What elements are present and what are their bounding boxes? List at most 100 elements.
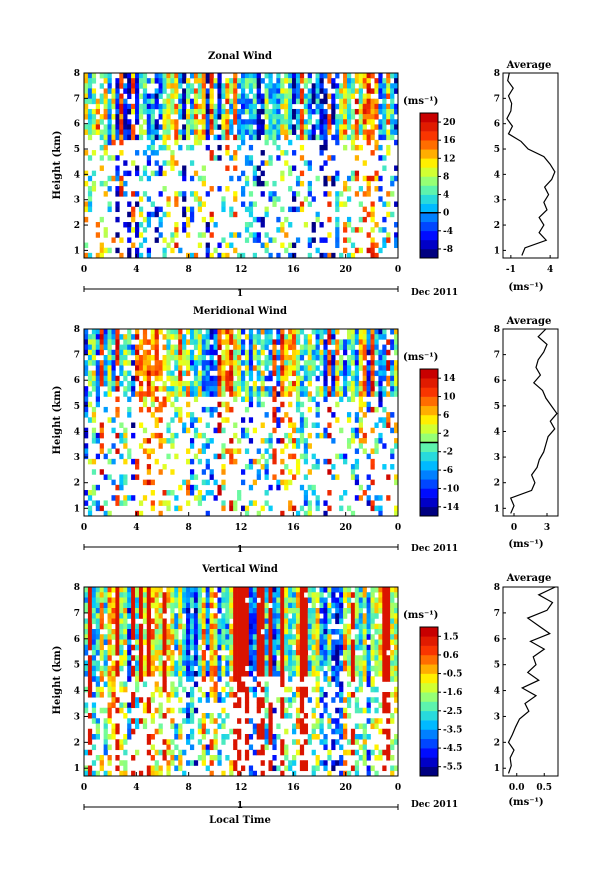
heatmap-cell <box>127 650 132 656</box>
heatmap-cell <box>307 623 312 630</box>
heatmap-cell <box>366 608 371 614</box>
heatmap-cell <box>142 660 148 667</box>
heatmap-cell <box>135 587 140 593</box>
heatmap-cell <box>107 370 112 377</box>
heatmap-cell <box>370 665 375 672</box>
heatmap-cell <box>127 412 132 418</box>
heatmap-cell <box>201 406 206 413</box>
heatmap-cell <box>382 134 387 141</box>
heatmap-cell <box>256 618 261 625</box>
heatmap-cell <box>162 211 167 218</box>
heatmap-cell <box>225 608 230 614</box>
heatmap-cell <box>311 749 316 756</box>
heatmap-cell <box>343 365 348 371</box>
heatmap-cell <box>197 634 203 640</box>
heatmap-cell <box>84 334 89 340</box>
heatmap-cell <box>299 427 305 434</box>
heatmap-cell <box>99 129 104 135</box>
heatmap-cell <box>256 237 261 243</box>
heatmap-cell <box>241 655 246 661</box>
heatmap-cell <box>119 650 124 656</box>
heatmap-cell <box>87 597 93 604</box>
heatmap-cell <box>197 490 203 496</box>
heatmap-cell <box>123 608 128 614</box>
colorbar-tick-label: 12 <box>443 154 456 164</box>
heatmap-cell <box>99 427 104 434</box>
heatmap-cell <box>390 391 395 397</box>
heatmap-cell <box>350 765 356 772</box>
heatmap-cell <box>272 734 277 740</box>
heatmap-cell <box>217 639 222 646</box>
heatmap-cell <box>107 702 112 709</box>
heatmap-cell <box>103 592 108 598</box>
heatmap-cell <box>358 484 363 491</box>
profile-y-tick-label: 7 <box>494 351 500 361</box>
colorbar-tick-label: 0 <box>443 209 449 219</box>
heatmap-cell <box>209 665 214 672</box>
heatmap-cell <box>237 749 242 756</box>
heatmap-cell <box>378 83 383 89</box>
heatmap-cell <box>115 339 120 345</box>
heatmap-cell <box>119 744 124 751</box>
heatmap-cell <box>189 490 195 496</box>
heatmap-cell <box>335 329 340 335</box>
heatmap-cell <box>394 650 399 656</box>
heatmap-cell <box>323 329 328 335</box>
heatmap-cell <box>138 211 144 218</box>
profile-y-tick-label: 3 <box>494 453 500 463</box>
heatmap-cell <box>189 718 195 724</box>
heatmap-cell <box>115 396 120 403</box>
heatmap-cell <box>394 629 399 635</box>
heatmap-cell <box>350 655 356 661</box>
heatmap-cell <box>331 386 336 392</box>
heatmap-cell <box>107 474 112 480</box>
heatmap-cell <box>142 639 148 646</box>
heatmap-cell <box>244 391 250 397</box>
heatmap-cell <box>201 665 206 672</box>
heatmap-cell <box>358 349 363 356</box>
heatmap-cell <box>292 78 297 84</box>
colorbar-segment <box>420 682 438 693</box>
heatmap-cell <box>394 592 399 598</box>
heatmap-cell <box>84 665 89 672</box>
heatmap-cell <box>288 401 293 408</box>
heatmap-cell <box>142 401 148 408</box>
heatmap-cell <box>354 644 360 651</box>
heatmap-cell <box>91 417 97 423</box>
heatmap-cell <box>186 206 191 213</box>
heatmap-cell <box>233 211 238 218</box>
heatmap-cell <box>197 354 203 361</box>
heatmap-cell <box>209 186 214 192</box>
heatmap-cell <box>339 760 344 766</box>
heatmap-cell <box>174 396 179 403</box>
heatmap-cell <box>166 73 171 79</box>
heatmap-cell <box>166 707 171 714</box>
heatmap-cell <box>154 406 159 413</box>
heatmap-cell <box>221 500 226 506</box>
heatmap-cell <box>256 175 261 182</box>
heatmap-cell <box>260 391 265 397</box>
heatmap-cell <box>350 354 356 361</box>
heatmap-cell <box>95 613 100 619</box>
heatmap-cell <box>166 349 171 356</box>
heatmap-cell <box>233 644 238 651</box>
heatmap-cell <box>237 728 242 735</box>
heatmap-cell <box>142 103 148 110</box>
heatmap-cell <box>154 650 159 656</box>
colorbar-tick-label: -4.5 <box>443 744 462 754</box>
heatmap-cell <box>213 629 218 635</box>
heatmap-cell <box>174 686 179 693</box>
heatmap-cell <box>150 380 155 387</box>
heatmap-cell <box>99 597 104 604</box>
heatmap-cell <box>366 119 371 125</box>
heatmap-cell <box>221 671 226 677</box>
heatmap-cell <box>107 83 112 89</box>
heatmap-cell <box>366 247 371 254</box>
heatmap-cell <box>205 749 210 756</box>
heatmap-cell <box>178 749 183 756</box>
heatmap-cell <box>339 88 344 94</box>
heatmap-cell <box>162 360 167 366</box>
heatmap-cell <box>193 484 199 491</box>
heatmap-cell <box>138 608 144 614</box>
heatmap-cell <box>327 391 332 397</box>
